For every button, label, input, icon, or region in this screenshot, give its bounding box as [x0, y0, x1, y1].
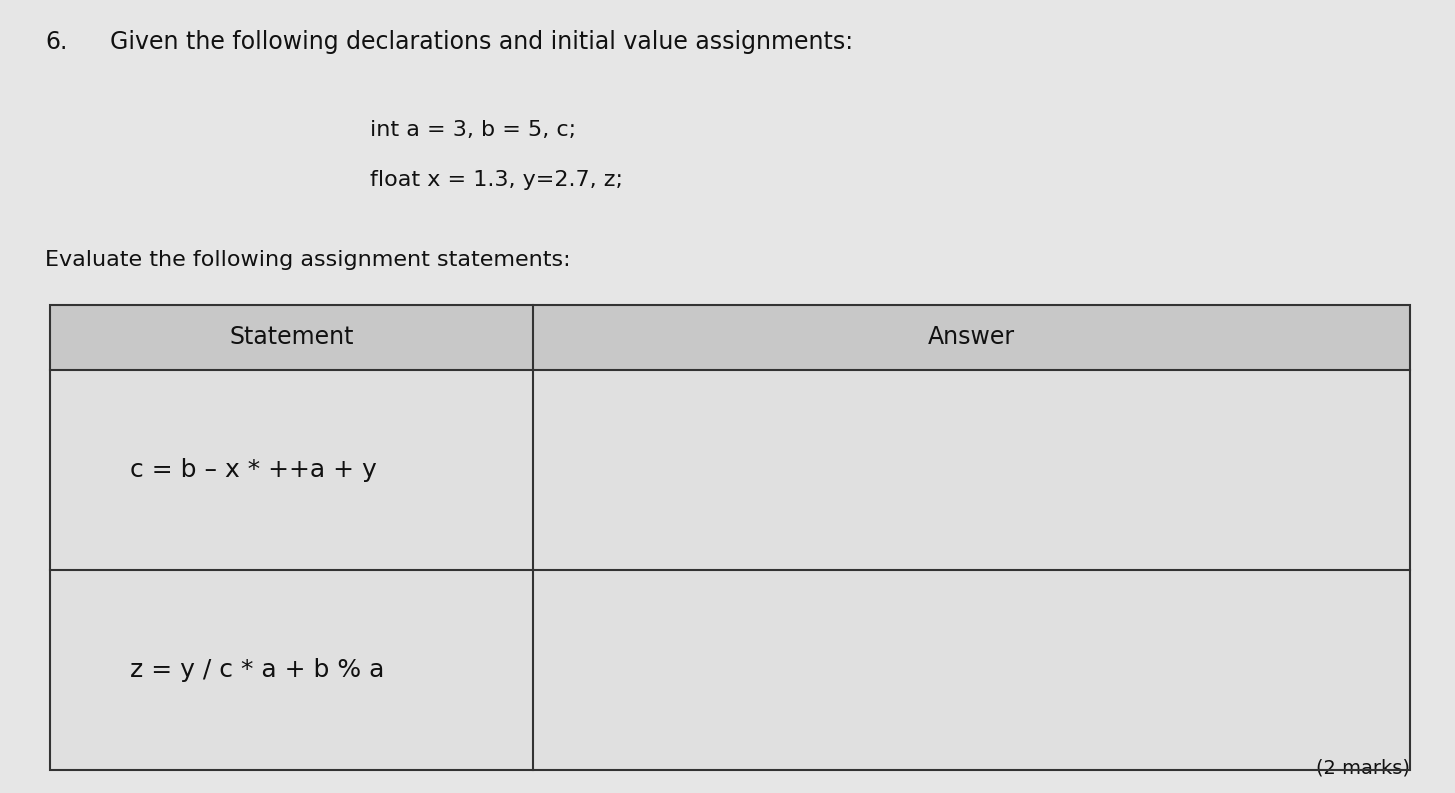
Bar [49, 305, 1410, 370]
Text: c = b – x * ++a + y: c = b – x * ++a + y [129, 458, 377, 482]
Text: Statement: Statement [228, 325, 354, 350]
Text: (2 marks): (2 marks) [1315, 759, 1410, 778]
Text: float x = 1.3, y=2.7, z;: float x = 1.3, y=2.7, z; [370, 170, 623, 190]
Text: Evaluate the following assignment statements:: Evaluate the following assignment statem… [45, 250, 570, 270]
Text: Given the following declarations and initial value assignments:: Given the following declarations and ini… [111, 30, 853, 54]
Text: z = y / c * a + b % a: z = y / c * a + b % a [129, 658, 384, 682]
Text: Answer: Answer [928, 325, 1016, 350]
Text: 6.: 6. [45, 30, 67, 54]
Bar [49, 570, 1410, 770]
Bar [49, 370, 1410, 570]
Bar [49, 305, 1410, 770]
Text: int a = 3, b = 5, c;: int a = 3, b = 5, c; [370, 120, 576, 140]
